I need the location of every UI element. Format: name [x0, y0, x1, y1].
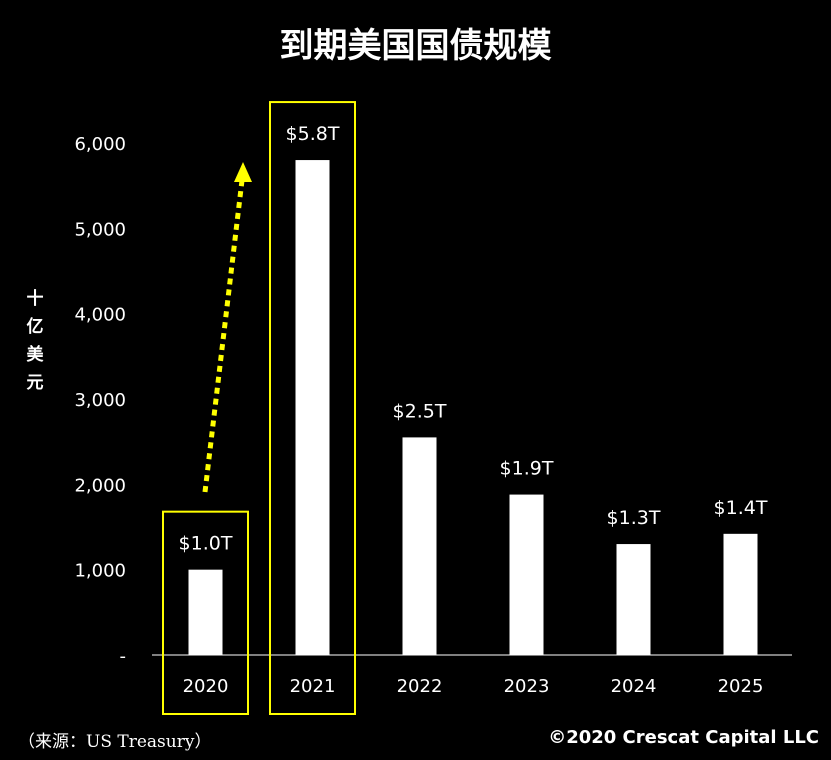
data-label-2020: $1.0T: [179, 533, 233, 555]
x-tick-label-2024: 2024: [611, 676, 657, 697]
source-note: （来源：US Treasury）: [18, 732, 212, 752]
y-tick-label: 3,000: [74, 390, 126, 411]
data-label-2022: $2.5T: [393, 400, 447, 422]
bar-2023: [509, 494, 544, 655]
y-tick-label: 2,000: [74, 475, 126, 496]
x-tick-label-2022: 2022: [397, 676, 443, 697]
data-label-2025: $1.4T: [714, 497, 768, 519]
bar-2020: [188, 569, 223, 655]
x-tick-label-2021: 2021: [290, 676, 336, 697]
growth-arrow: [202, 168, 247, 493]
bar-2022: [402, 437, 437, 655]
data-label-2023: $1.9T: [500, 458, 554, 480]
bar-2024: [616, 544, 651, 655]
data-label-2024: $1.3T: [607, 507, 661, 529]
bar-2021: [295, 160, 330, 656]
y-tick-label: 4,000: [74, 305, 126, 326]
arrow-head-icon: [234, 162, 252, 182]
y-axis-label: 十亿美元: [26, 289, 44, 393]
x-tick-label-2025: 2025: [718, 676, 764, 697]
x-tick-label-2023: 2023: [504, 676, 550, 697]
data-label-2021: $5.8T: [286, 123, 340, 145]
highlight-box-2020: [162, 510, 249, 715]
y-tick-label: -: [120, 646, 127, 667]
copyright-notice: ©2020 Crescat Capital LLC: [548, 727, 819, 748]
highlight-box-2021: [269, 101, 356, 716]
y-tick-label: 5,000: [74, 219, 126, 240]
chart-title: 到期美国国债规模: [279, 26, 552, 66]
bar-2025: [723, 533, 758, 655]
y-tick-label: 1,000: [74, 561, 126, 582]
y-tick-label: 6,000: [74, 134, 126, 155]
x-tick-label-2020: 2020: [183, 676, 229, 697]
